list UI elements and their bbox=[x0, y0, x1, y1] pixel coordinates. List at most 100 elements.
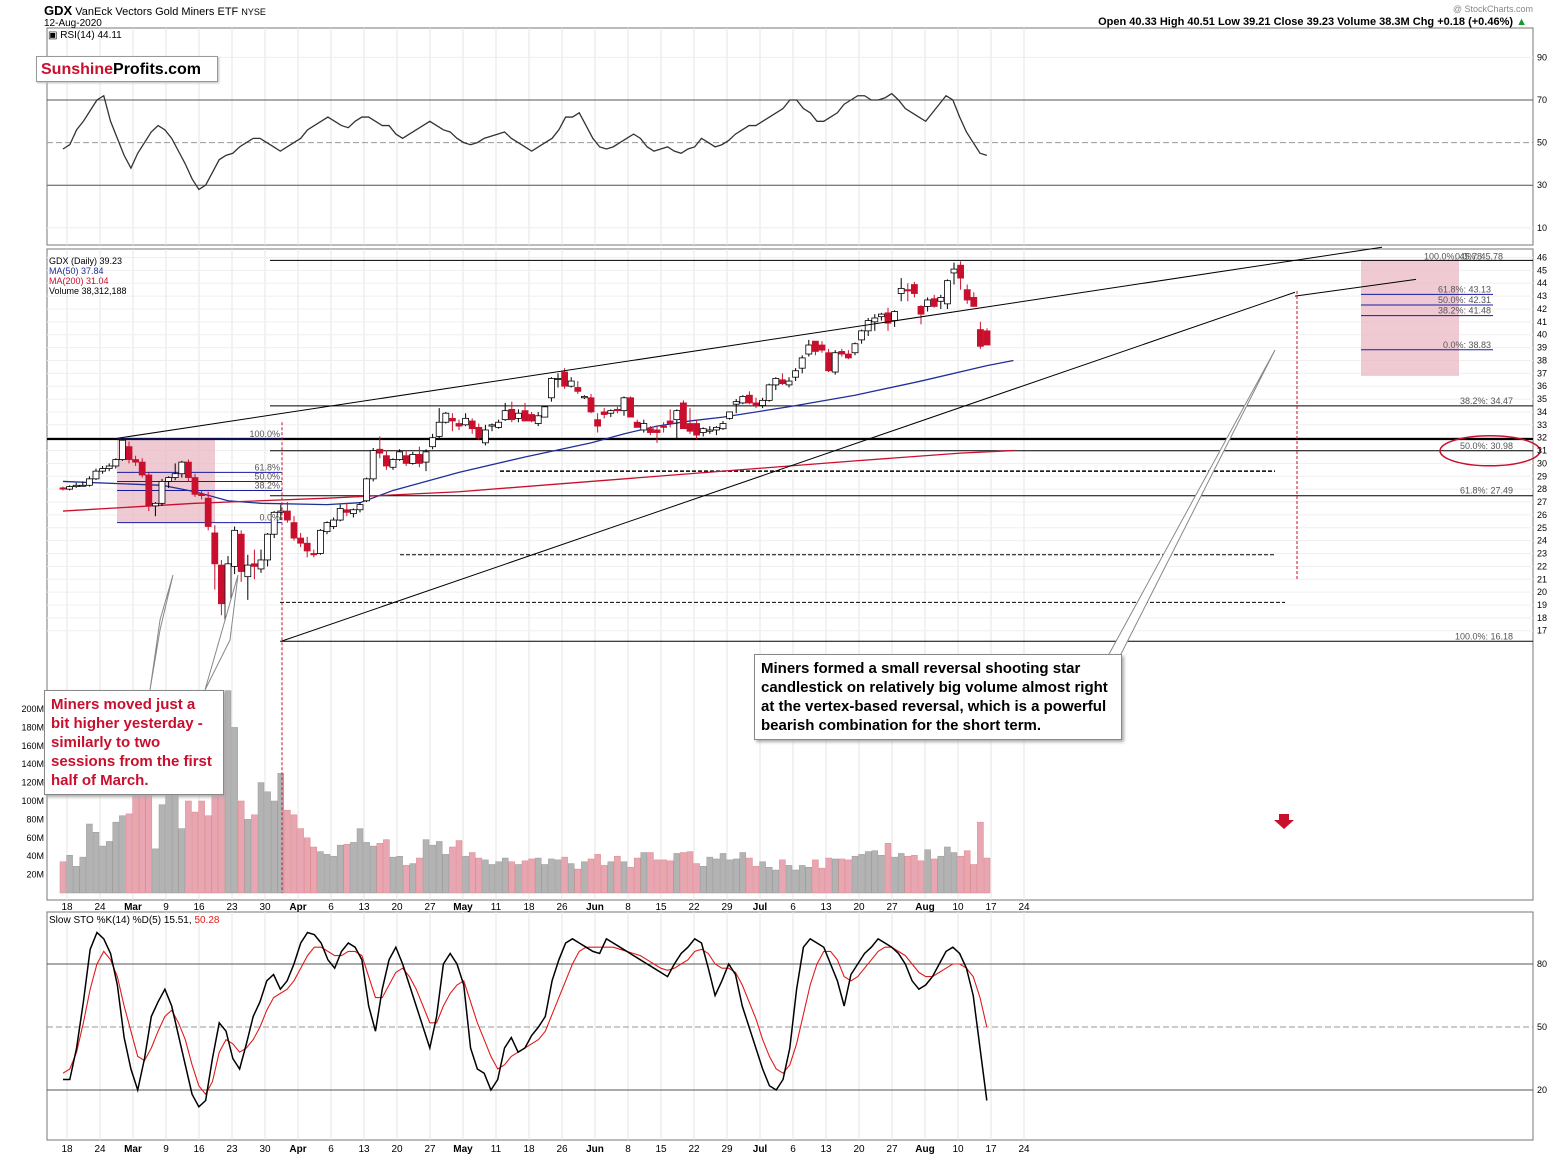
x-tick-label: 30 bbox=[259, 1144, 271, 1155]
volume-bar bbox=[231, 727, 238, 894]
candle-body bbox=[211, 532, 219, 565]
ohlc-readout: Open 40.33 High 40.51 Low 39.21 Close 39… bbox=[1098, 16, 1527, 28]
candle-body bbox=[970, 296, 978, 307]
candle-body bbox=[686, 423, 694, 432]
candle-body bbox=[66, 486, 73, 490]
price-tick-label: 25 bbox=[1537, 523, 1547, 533]
volume-bar bbox=[323, 854, 331, 894]
price-tick-label: 21 bbox=[1537, 574, 1547, 584]
volume-bar bbox=[72, 866, 80, 894]
x-tick-label: 8 bbox=[625, 902, 631, 913]
volume-bar bbox=[548, 858, 555, 894]
candle-body bbox=[746, 394, 753, 404]
annotation-lines bbox=[116, 246, 1541, 893]
candle-body bbox=[112, 459, 120, 467]
fib-aug-label: 50.0%: 42.31 bbox=[1438, 295, 1491, 305]
candle-body bbox=[574, 387, 582, 392]
candle-body bbox=[858, 330, 865, 341]
candle-body bbox=[508, 408, 516, 421]
price-tick-label: 37 bbox=[1537, 368, 1547, 378]
candle-body bbox=[105, 465, 113, 469]
volume-bar bbox=[284, 809, 291, 894]
price-tick-label: 33 bbox=[1537, 420, 1547, 430]
candle-body bbox=[627, 397, 634, 418]
volume-bar bbox=[983, 857, 991, 894]
volume-bar bbox=[924, 849, 931, 894]
candle-body bbox=[633, 421, 641, 428]
candle-body bbox=[283, 510, 291, 521]
volume-bar bbox=[528, 858, 535, 894]
volume-bar bbox=[482, 859, 489, 894]
callout-left-pointer bbox=[204, 574, 239, 691]
x-tick-label: Apr bbox=[289, 902, 306, 913]
volume-bar bbox=[660, 859, 667, 894]
candle-body bbox=[297, 537, 305, 544]
candle-body bbox=[145, 474, 153, 507]
candle-body bbox=[924, 299, 931, 307]
volume-bar bbox=[416, 857, 423, 894]
candle-body bbox=[515, 412, 522, 419]
price-tick-label: 45 bbox=[1537, 265, 1547, 275]
x-tick-label: 6 bbox=[790, 1144, 796, 1155]
volume-bar bbox=[673, 853, 681, 894]
sto-label: Slow STO %K(14) %D(5) 15.51, bbox=[49, 915, 195, 926]
candle-body bbox=[231, 529, 239, 567]
volume-bar bbox=[468, 852, 476, 894]
sto-k-line bbox=[63, 931, 988, 1109]
volume-bar bbox=[884, 843, 892, 894]
x-tick-label: 22 bbox=[688, 902, 700, 913]
candle-body bbox=[871, 317, 879, 323]
volume-bar bbox=[422, 839, 430, 894]
volume-bar bbox=[944, 846, 951, 894]
x-tick-label: 18 bbox=[61, 1144, 73, 1155]
volume-bar bbox=[614, 855, 621, 894]
legend-ma200: MA(200) 31.04 bbox=[49, 276, 109, 286]
candle-body bbox=[72, 484, 80, 487]
candle-body bbox=[442, 412, 450, 423]
candle-body bbox=[937, 296, 945, 302]
x-tick-label: 6 bbox=[328, 1144, 334, 1155]
legend-ma50: MA(50) 37.84 bbox=[49, 266, 104, 276]
fib-label: 61.8%: 27.49 bbox=[1460, 486, 1513, 496]
grid bbox=[46, 27, 1534, 1141]
price-tick-label: 17 bbox=[1537, 626, 1547, 636]
x-tick-label: 23 bbox=[226, 902, 238, 913]
sto-tick-label: 50 bbox=[1537, 1022, 1547, 1032]
candle-body bbox=[356, 504, 364, 511]
fib-zones bbox=[117, 260, 1459, 523]
candle-body bbox=[977, 329, 984, 347]
candle-body bbox=[316, 529, 324, 554]
x-tick-label: 18 bbox=[523, 902, 535, 913]
price-tick-label: 18 bbox=[1537, 613, 1547, 623]
x-tick-label: 24 bbox=[1018, 1144, 1030, 1155]
volume-bar bbox=[633, 857, 641, 894]
price-tick-label: 28 bbox=[1537, 484, 1547, 494]
watermark: @ StockCharts.com bbox=[1452, 4, 1533, 14]
candle-body bbox=[798, 357, 806, 369]
x-tick-label: 10 bbox=[952, 1144, 964, 1155]
candle-body bbox=[693, 423, 700, 436]
candle-body bbox=[792, 370, 799, 378]
candle-body bbox=[290, 522, 298, 539]
price-tick-label: 46 bbox=[1537, 253, 1547, 263]
price-panel-frame bbox=[46, 248, 1534, 901]
volume-bar bbox=[581, 861, 588, 894]
volume-bar bbox=[171, 782, 179, 894]
x-tick-label: May bbox=[453, 902, 473, 913]
fib-label: 0.0%: 45.78 bbox=[1455, 251, 1503, 261]
candle-body bbox=[884, 312, 892, 324]
x-tick-label: 6 bbox=[790, 902, 796, 913]
volume-bar bbox=[600, 865, 608, 894]
candle-body bbox=[151, 502, 159, 507]
volume-bar bbox=[125, 813, 133, 894]
candle-body bbox=[765, 384, 773, 401]
volume-bar bbox=[587, 858, 595, 894]
candle-body bbox=[363, 478, 371, 502]
sto-tick-label: 80 bbox=[1537, 959, 1547, 969]
callout-left: Miners moved just a bit higher yesterday… bbox=[44, 690, 224, 795]
volume-bar bbox=[812, 859, 819, 894]
candle-body bbox=[237, 533, 245, 572]
price-tick-label: 20 bbox=[1537, 587, 1547, 597]
candle-body bbox=[330, 519, 338, 527]
